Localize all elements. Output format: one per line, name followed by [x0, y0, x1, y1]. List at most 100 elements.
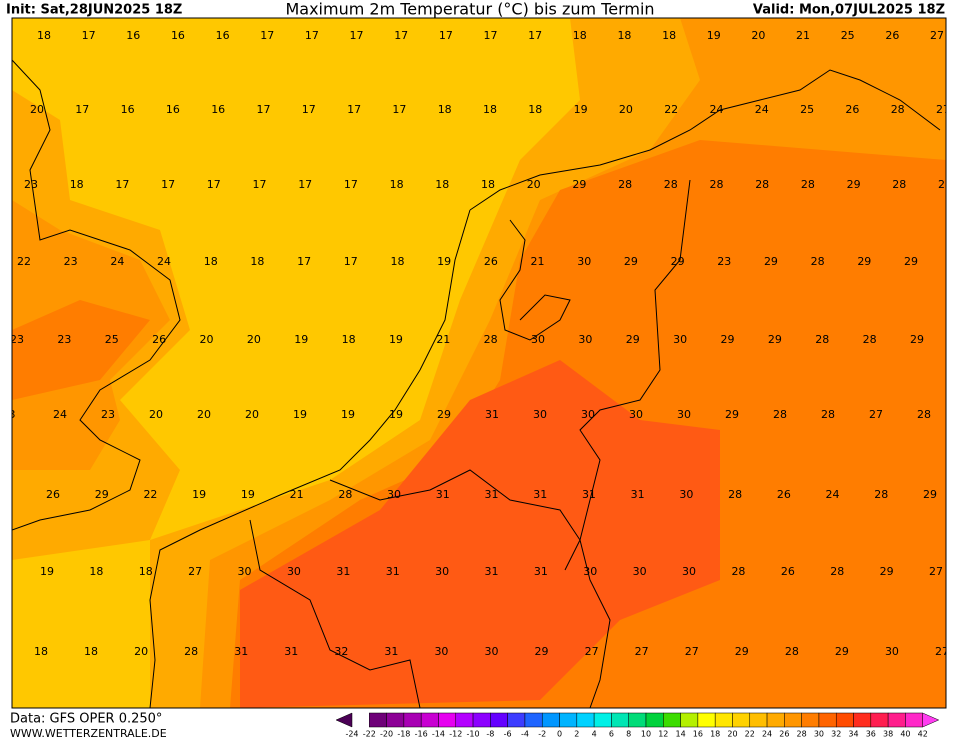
colorbar-label: -2: [538, 730, 546, 739]
temperature-value: 20: [197, 408, 211, 421]
temperature-value: 16: [126, 29, 140, 42]
temperature-value: 29: [572, 178, 586, 191]
temperature-value: 17: [161, 178, 175, 191]
colorbar-box: [386, 712, 405, 728]
temperature-value: 22: [17, 255, 31, 268]
temperature-value: 30: [677, 408, 691, 421]
temperature-value: 19: [294, 333, 308, 346]
temperature-value: 20: [247, 333, 261, 346]
site-label: WWW.WETTERZENTRALE.DE: [10, 727, 167, 740]
temperature-value: 20: [751, 29, 765, 42]
colorbar-label: 36: [866, 730, 876, 739]
temperature-value: 21: [290, 488, 304, 501]
temperature-value: 17: [392, 103, 406, 116]
temperature-value: 18: [481, 178, 495, 191]
temperature-value: 18: [573, 29, 587, 42]
colorbar-box: [887, 712, 906, 728]
temperature-value: 17: [298, 178, 312, 191]
temperature-value: 22: [664, 103, 678, 116]
temperature-value: 24: [826, 488, 840, 501]
temperature-value: 31: [386, 565, 400, 578]
temperature-value: 16: [211, 103, 225, 116]
colorbar-arrow: [922, 712, 940, 728]
temperature-value: 20: [134, 645, 148, 658]
map-area: 18 17 16 16 16 17 17 17 17 17 17 17 18 18 18 19 20 21 25 26…: [11, 17, 950, 709]
temperature-value: 28: [728, 488, 742, 501]
temperature-value: 30: [679, 488, 693, 501]
temperature-value: 30: [387, 488, 401, 501]
colorbar-label: 38: [883, 730, 893, 739]
temperature-value: 32: [334, 645, 348, 658]
temperature-value: 31: [485, 408, 499, 421]
temperature-value: 30: [485, 645, 499, 658]
temperature-value: 31: [284, 645, 298, 658]
temperature-value: 25: [105, 333, 119, 346]
temperature-value: 18: [342, 333, 356, 346]
temperature-value: 20: [199, 333, 213, 346]
temperature-value: 28: [184, 645, 198, 658]
temperature-value: 31: [533, 488, 547, 501]
temperature-value: 27: [869, 408, 883, 421]
colorbar-box: [870, 712, 889, 728]
temperature-value: 28: [863, 333, 877, 346]
temperature-value: 28: [773, 408, 787, 421]
temperature-value: 24: [710, 103, 724, 116]
temperature-value: 17: [257, 103, 271, 116]
colorbar-box: [369, 712, 387, 728]
temperature-value: 19: [437, 255, 451, 268]
colorbar-label: 16: [693, 730, 703, 739]
colorbar-box: [472, 712, 491, 728]
temperature-value: 26: [885, 29, 899, 42]
temperature-value: 29: [735, 645, 749, 658]
temperature-value: 18: [250, 255, 264, 268]
temperature-value: 18: [34, 645, 48, 658]
temperature-value: 19: [192, 488, 206, 501]
temperature-value: 17: [207, 178, 221, 191]
map-frame: [11, 17, 947, 709]
temperature-value: 27: [935, 645, 949, 658]
colorbar-box: [801, 712, 820, 728]
temperature-value: 27: [188, 565, 202, 578]
temperature-value: 31: [582, 488, 596, 501]
temperature-value: 28: [755, 178, 769, 191]
colorbar-box: [784, 712, 802, 728]
temperature-value: 28: [785, 645, 799, 658]
temperature-value: 27: [929, 565, 943, 578]
temperature-value: 31: [534, 565, 548, 578]
temperature-value: 17: [302, 103, 316, 116]
temperature-value: 18: [435, 178, 449, 191]
temperature-value: 30: [435, 565, 449, 578]
field-red: [240, 360, 720, 708]
temperature-value: 19: [574, 103, 588, 116]
temperature-value: 16: [166, 103, 180, 116]
temperature-value: 30: [581, 408, 595, 421]
temperature-value: 31: [336, 565, 350, 578]
temperature-value: 18: [528, 103, 542, 116]
temperature-value: 27: [930, 29, 944, 42]
temperature-value: 28: [917, 408, 931, 421]
temperature-value: 17: [305, 29, 319, 42]
temperature-value: 17: [528, 29, 542, 42]
temperature-value: 20: [619, 103, 633, 116]
temperature-value: 18: [204, 255, 218, 268]
temperature-value: 18: [617, 29, 631, 42]
temperature-value: 26: [781, 565, 795, 578]
colorbar-label: -4: [521, 730, 529, 739]
temperature-value: 28: [618, 178, 632, 191]
colorbar-box: [490, 712, 508, 728]
temperature-value: 26: [46, 488, 60, 501]
colorbar-label: 26: [779, 730, 789, 739]
colorbar-box: [749, 712, 768, 728]
colorbar-label: -20: [380, 730, 393, 739]
colorbar-box: [559, 712, 578, 728]
temperature-value: 26: [152, 333, 166, 346]
temperature-value: 29: [437, 408, 451, 421]
temperature-labels: 18 17 16 16 16 17 17 17 17 17 17 17 18 18 18 19 20 21 25 26…: [12, 29, 950, 658]
temperature-value: 19: [707, 29, 721, 42]
map-title: Maximum 2m Temperatur (°C) bis zum Termi…: [285, 0, 654, 19]
temperature-value: 18: [70, 178, 84, 191]
temperature-value: 26: [845, 103, 859, 116]
temperature-value: 27: [936, 103, 950, 116]
temperature-value: 16: [171, 29, 185, 42]
temperature-value: 27: [635, 645, 649, 658]
